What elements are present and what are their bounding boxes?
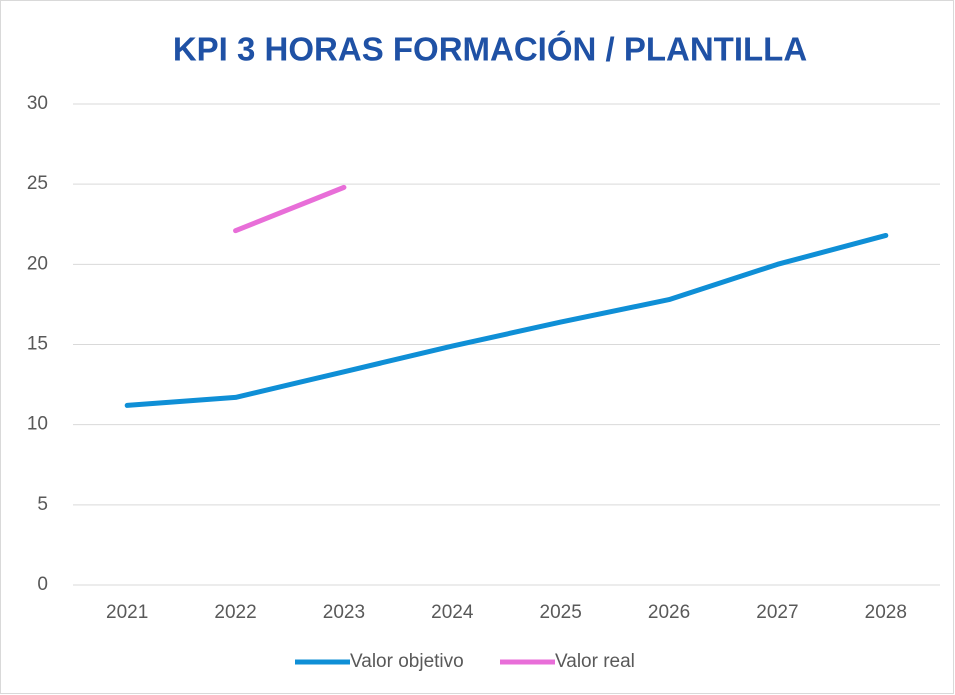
y-tick-label: 25 xyxy=(27,173,48,194)
x-tick-label: 2028 xyxy=(865,602,907,623)
y-tick-label: 15 xyxy=(27,334,48,355)
y-tick-label: 5 xyxy=(37,494,48,515)
y-tick-label: 0 xyxy=(37,574,48,595)
series-line xyxy=(233,184,347,234)
x-tick-label: 2024 xyxy=(431,602,474,623)
y-tick-label: 10 xyxy=(27,414,48,435)
x-tick-label: 2026 xyxy=(648,602,690,623)
legend-label: Valor real xyxy=(555,651,635,672)
x-tick-label: 2021 xyxy=(106,602,148,623)
legend-label: Valor objetivo xyxy=(350,651,464,672)
x-tick-label: 2022 xyxy=(214,602,256,623)
series-line xyxy=(124,232,889,408)
x-tick-label: 2025 xyxy=(540,602,582,623)
x-tick-label: 2023 xyxy=(323,602,365,623)
y-tick-label: 20 xyxy=(27,253,48,274)
x-tick-label: 2027 xyxy=(756,602,798,623)
chart-title: KPI 3 HORAS FORMACIÓN / PLANTILLA xyxy=(173,31,807,68)
y-tick-label: 30 xyxy=(27,93,48,114)
